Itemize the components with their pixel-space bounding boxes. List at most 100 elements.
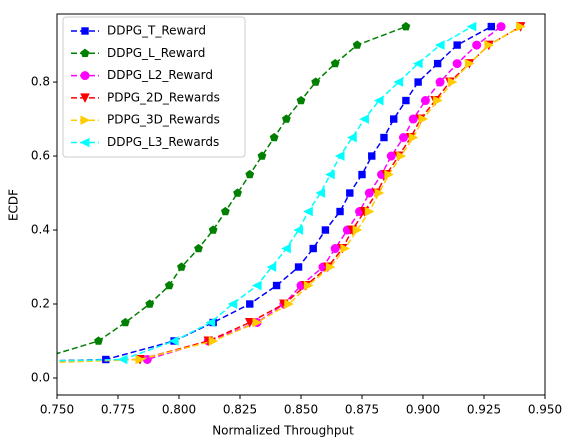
marker bbox=[233, 188, 242, 197]
marker bbox=[135, 354, 146, 365]
marker bbox=[29, 357, 37, 365]
x-tick-label: 0.950 bbox=[528, 403, 562, 417]
y-tick-label: 0.8 bbox=[31, 75, 50, 89]
marker bbox=[472, 40, 482, 50]
marker bbox=[466, 21, 477, 32]
marker bbox=[325, 262, 336, 272]
marker bbox=[408, 132, 419, 143]
marker bbox=[117, 354, 128, 365]
marker bbox=[386, 151, 396, 161]
marker bbox=[281, 243, 291, 254]
y-tick-label: 0.2 bbox=[31, 297, 50, 311]
marker bbox=[325, 169, 335, 180]
marker bbox=[364, 206, 375, 217]
y-axis-label: ECDF bbox=[7, 189, 21, 221]
marker bbox=[80, 71, 90, 81]
legend-box bbox=[62, 16, 246, 158]
marker bbox=[80, 48, 90, 58]
marker bbox=[266, 262, 277, 272]
legend-label: DDPG_L2_Reward bbox=[107, 68, 213, 82]
marker bbox=[433, 59, 442, 68]
legend-label: PDPG_3D_Rewards bbox=[107, 113, 220, 127]
marker bbox=[81, 27, 89, 35]
marker bbox=[194, 243, 203, 253]
marker bbox=[373, 95, 384, 106]
marker bbox=[309, 244, 317, 253]
marker bbox=[29, 357, 37, 365]
marker bbox=[408, 114, 418, 124]
marker bbox=[246, 300, 254, 308]
marker bbox=[487, 22, 496, 31]
marker bbox=[396, 151, 407, 161]
marker bbox=[80, 93, 90, 104]
marker bbox=[330, 244, 340, 254]
marker bbox=[380, 133, 388, 142]
marker bbox=[177, 262, 186, 271]
marker bbox=[496, 22, 506, 32]
legend-label: DDPG_T_Reward bbox=[107, 24, 206, 38]
x-axis-label: Normalized Throughput bbox=[212, 424, 354, 438]
marker bbox=[452, 59, 462, 69]
marker bbox=[398, 133, 408, 143]
marker bbox=[434, 40, 445, 50]
marker bbox=[281, 114, 291, 123]
legend-label: DDPG_L_Reward bbox=[107, 46, 205, 60]
x-tick-label: 0.775 bbox=[101, 403, 135, 417]
marker bbox=[352, 225, 363, 235]
x-tick-label: 0.875 bbox=[345, 403, 379, 417]
legend: DDPG_T_Reward DDPG_L_Reward DDPG_L2_Reward… bbox=[62, 16, 246, 158]
marker bbox=[364, 188, 374, 198]
marker bbox=[244, 317, 255, 328]
marker bbox=[384, 169, 394, 180]
x-tick-label: 0.850 bbox=[284, 403, 318, 417]
marker bbox=[315, 188, 326, 198]
marker bbox=[390, 115, 398, 123]
marker bbox=[435, 77, 445, 87]
marker bbox=[330, 58, 340, 68]
y-tick-label: 0.6 bbox=[31, 149, 50, 163]
marker bbox=[29, 359, 37, 367]
marker bbox=[303, 280, 314, 291]
marker bbox=[321, 226, 330, 234]
marker bbox=[393, 77, 404, 87]
marker bbox=[120, 317, 130, 327]
marker bbox=[516, 21, 526, 32]
x-tick-label: 0.925 bbox=[467, 403, 501, 417]
marker bbox=[359, 114, 369, 124]
marker bbox=[220, 206, 230, 216]
marker bbox=[94, 336, 103, 345]
marker bbox=[311, 77, 321, 86]
marker bbox=[484, 40, 494, 50]
marker bbox=[433, 95, 443, 106]
x-tick-label: 0.900 bbox=[406, 403, 440, 417]
marker bbox=[453, 41, 461, 49]
marker bbox=[334, 151, 345, 161]
marker bbox=[34, 355, 42, 362]
marker bbox=[374, 188, 385, 198]
marker bbox=[251, 280, 262, 291]
marker bbox=[294, 263, 303, 271]
marker bbox=[418, 114, 429, 124]
marker bbox=[358, 170, 366, 179]
marker bbox=[347, 132, 357, 143]
series bbox=[29, 21, 477, 365]
marker bbox=[269, 132, 279, 142]
marker bbox=[352, 40, 362, 49]
marker bbox=[245, 169, 255, 179]
series bbox=[57, 22, 496, 364]
marker bbox=[296, 95, 306, 105]
marker bbox=[29, 357, 37, 365]
legend-label: DDPG_L3_Rewards bbox=[107, 135, 219, 149]
marker bbox=[401, 21, 411, 31]
marker bbox=[284, 299, 294, 309]
marker bbox=[402, 96, 410, 105]
marker bbox=[272, 281, 281, 290]
y-tick-label: 0.4 bbox=[31, 223, 50, 237]
legend-label: PDPG_2D_Rewards bbox=[107, 90, 220, 104]
marker bbox=[303, 206, 313, 217]
series bbox=[34, 21, 411, 362]
x-tick-label: 0.800 bbox=[162, 403, 196, 417]
marker bbox=[336, 207, 344, 216]
series bbox=[29, 21, 526, 367]
x-tick-label: 0.750 bbox=[40, 403, 74, 417]
